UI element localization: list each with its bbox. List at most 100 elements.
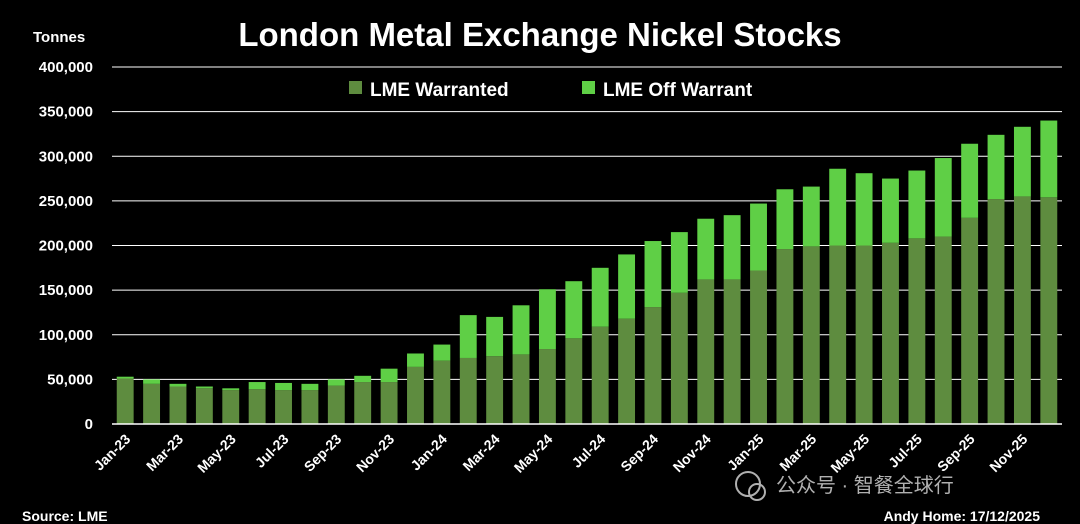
legend-label-off-warrant: LME Off Warrant: [603, 80, 753, 101]
bar-off-warrant: [222, 388, 240, 391]
bar-warranted: [776, 249, 794, 424]
x-axis-ticks: Jan-23 Mar-23 May-23 Jul-23 Sep-23 Nov-23 Jan-…: [91, 431, 1031, 476]
bar-warranted: [275, 390, 292, 424]
bar-off-warrant: [301, 383, 319, 391]
x-tick-label: May-23: [194, 431, 239, 476]
source-note: Source: LME: [22, 508, 108, 524]
bar-warranted: [195, 388, 213, 424]
legend-swatch-warranted: [349, 81, 362, 94]
x-tick-label: Mar-23: [143, 431, 186, 474]
y-tick-label: 50,000: [47, 371, 93, 388]
x-tick-label: Nov-23: [353, 431, 397, 475]
y-tick-label: 350,000: [39, 104, 93, 121]
watermark: 公众号 · 智餐全球行: [735, 471, 954, 501]
bar-off-warrant: [486, 316, 504, 357]
bar-off-warrant: [116, 376, 134, 379]
bar-warranted: [354, 382, 372, 424]
bar-warranted: [143, 383, 161, 424]
y-tick-label: 200,000: [39, 238, 93, 255]
y-tick-label: 0: [85, 416, 93, 433]
bar-warranted: [618, 318, 636, 424]
bar-warranted: [855, 245, 873, 424]
bar-off-warrant: [908, 170, 926, 239]
bar-warranted: [565, 338, 583, 424]
bar-warranted: [248, 389, 266, 424]
y-tick-label: 400,000: [39, 59, 93, 76]
bar-warranted: [301, 390, 319, 424]
bar-warranted: [829, 245, 847, 424]
y-tick-label: 250,000: [39, 193, 93, 210]
bar-off-warrant: [644, 241, 662, 308]
bar-off-warrant: [248, 382, 266, 390]
y-axis-unit-label: Tonnes: [33, 29, 85, 46]
bar-off-warrant: [512, 305, 530, 355]
bar-warranted: [802, 246, 820, 424]
x-tick-label: Sep-24: [617, 431, 661, 475]
bar-off-warrant: [723, 215, 741, 280]
x-tick-label: Jan-24: [407, 431, 450, 474]
bar-warranted: [169, 386, 187, 424]
bar-warranted: [644, 307, 662, 424]
bar-off-warrant: [961, 143, 979, 218]
bar-warranted: [670, 292, 688, 424]
x-tick-label: May-25: [827, 431, 872, 476]
bar-warranted: [538, 349, 556, 424]
bar-off-warrant: [618, 254, 636, 319]
bar-off-warrant: [380, 368, 398, 383]
x-tick-label: Jan-23: [91, 431, 134, 474]
bar-off-warrant: [829, 168, 847, 246]
bar-off-warrant: [1013, 126, 1031, 197]
bar-off-warrant: [697, 218, 715, 280]
bar-warranted: [1040, 197, 1058, 424]
bar-warranted: [1013, 196, 1031, 424]
watermark-text: 公众号 · 智餐全球行: [776, 474, 954, 497]
bar-off-warrant: [565, 281, 583, 339]
bar-off-warrant: [776, 189, 794, 250]
bar-off-warrant: [433, 344, 451, 361]
x-tick-label: Jan-25: [724, 431, 767, 474]
bar-warranted: [222, 390, 240, 424]
x-tick-label: Jul-25: [885, 431, 925, 471]
x-tick-label: May-24: [511, 431, 556, 476]
bar-warranted: [697, 279, 715, 424]
bar-warranted: [407, 366, 424, 424]
bar-off-warrant: [169, 383, 187, 387]
x-tick-label: Jul-23: [252, 431, 292, 471]
bar-off-warrant: [354, 375, 372, 383]
x-tick-label: Mar-25: [776, 431, 819, 474]
bar-warranted: [591, 326, 609, 424]
bar-off-warrant: [143, 379, 161, 384]
y-tick-label: 100,000: [39, 327, 93, 344]
bar-warranted: [433, 360, 451, 424]
bar-warranted: [486, 356, 504, 424]
bar-off-warrant: [987, 134, 1005, 200]
legend: LME Warranted LME Off Warrant: [349, 80, 753, 101]
bar-off-warrant: [591, 267, 609, 327]
x-tick-label: Sep-23: [301, 431, 345, 475]
bar-off-warrant: [459, 315, 477, 358]
bar-warranted: [116, 378, 134, 424]
bar-warranted: [882, 242, 899, 424]
bar-off-warrant: [802, 186, 820, 247]
bar-warranted: [459, 357, 477, 424]
chart-title: London Metal Exchange Nickel Stocks: [238, 16, 841, 53]
bar-warranted: [934, 236, 952, 424]
bar-warranted: [961, 217, 979, 424]
bars: [116, 120, 1058, 424]
y-axis-ticks: 0 50,000 100,000 150,000 200,000 250,000 300,0…: [39, 59, 93, 433]
x-tick-label: Sep-25: [934, 431, 978, 475]
bar-warranted: [908, 238, 926, 424]
bar-off-warrant: [538, 289, 556, 350]
wechat-logo-icon-inner: [748, 483, 766, 501]
x-tick-label: Nov-24: [670, 431, 714, 475]
bar-warranted: [327, 385, 345, 424]
x-tick-label: Mar-24: [459, 431, 502, 474]
gridlines: [112, 66, 1062, 380]
bar-off-warrant: [750, 203, 767, 271]
author-credit: Andy Home: 17/12/2025: [884, 508, 1041, 524]
legend-label-warranted: LME Warranted: [370, 80, 509, 101]
bar-off-warrant: [882, 178, 899, 243]
bar-off-warrant: [855, 173, 873, 246]
bar-warranted: [750, 270, 767, 424]
